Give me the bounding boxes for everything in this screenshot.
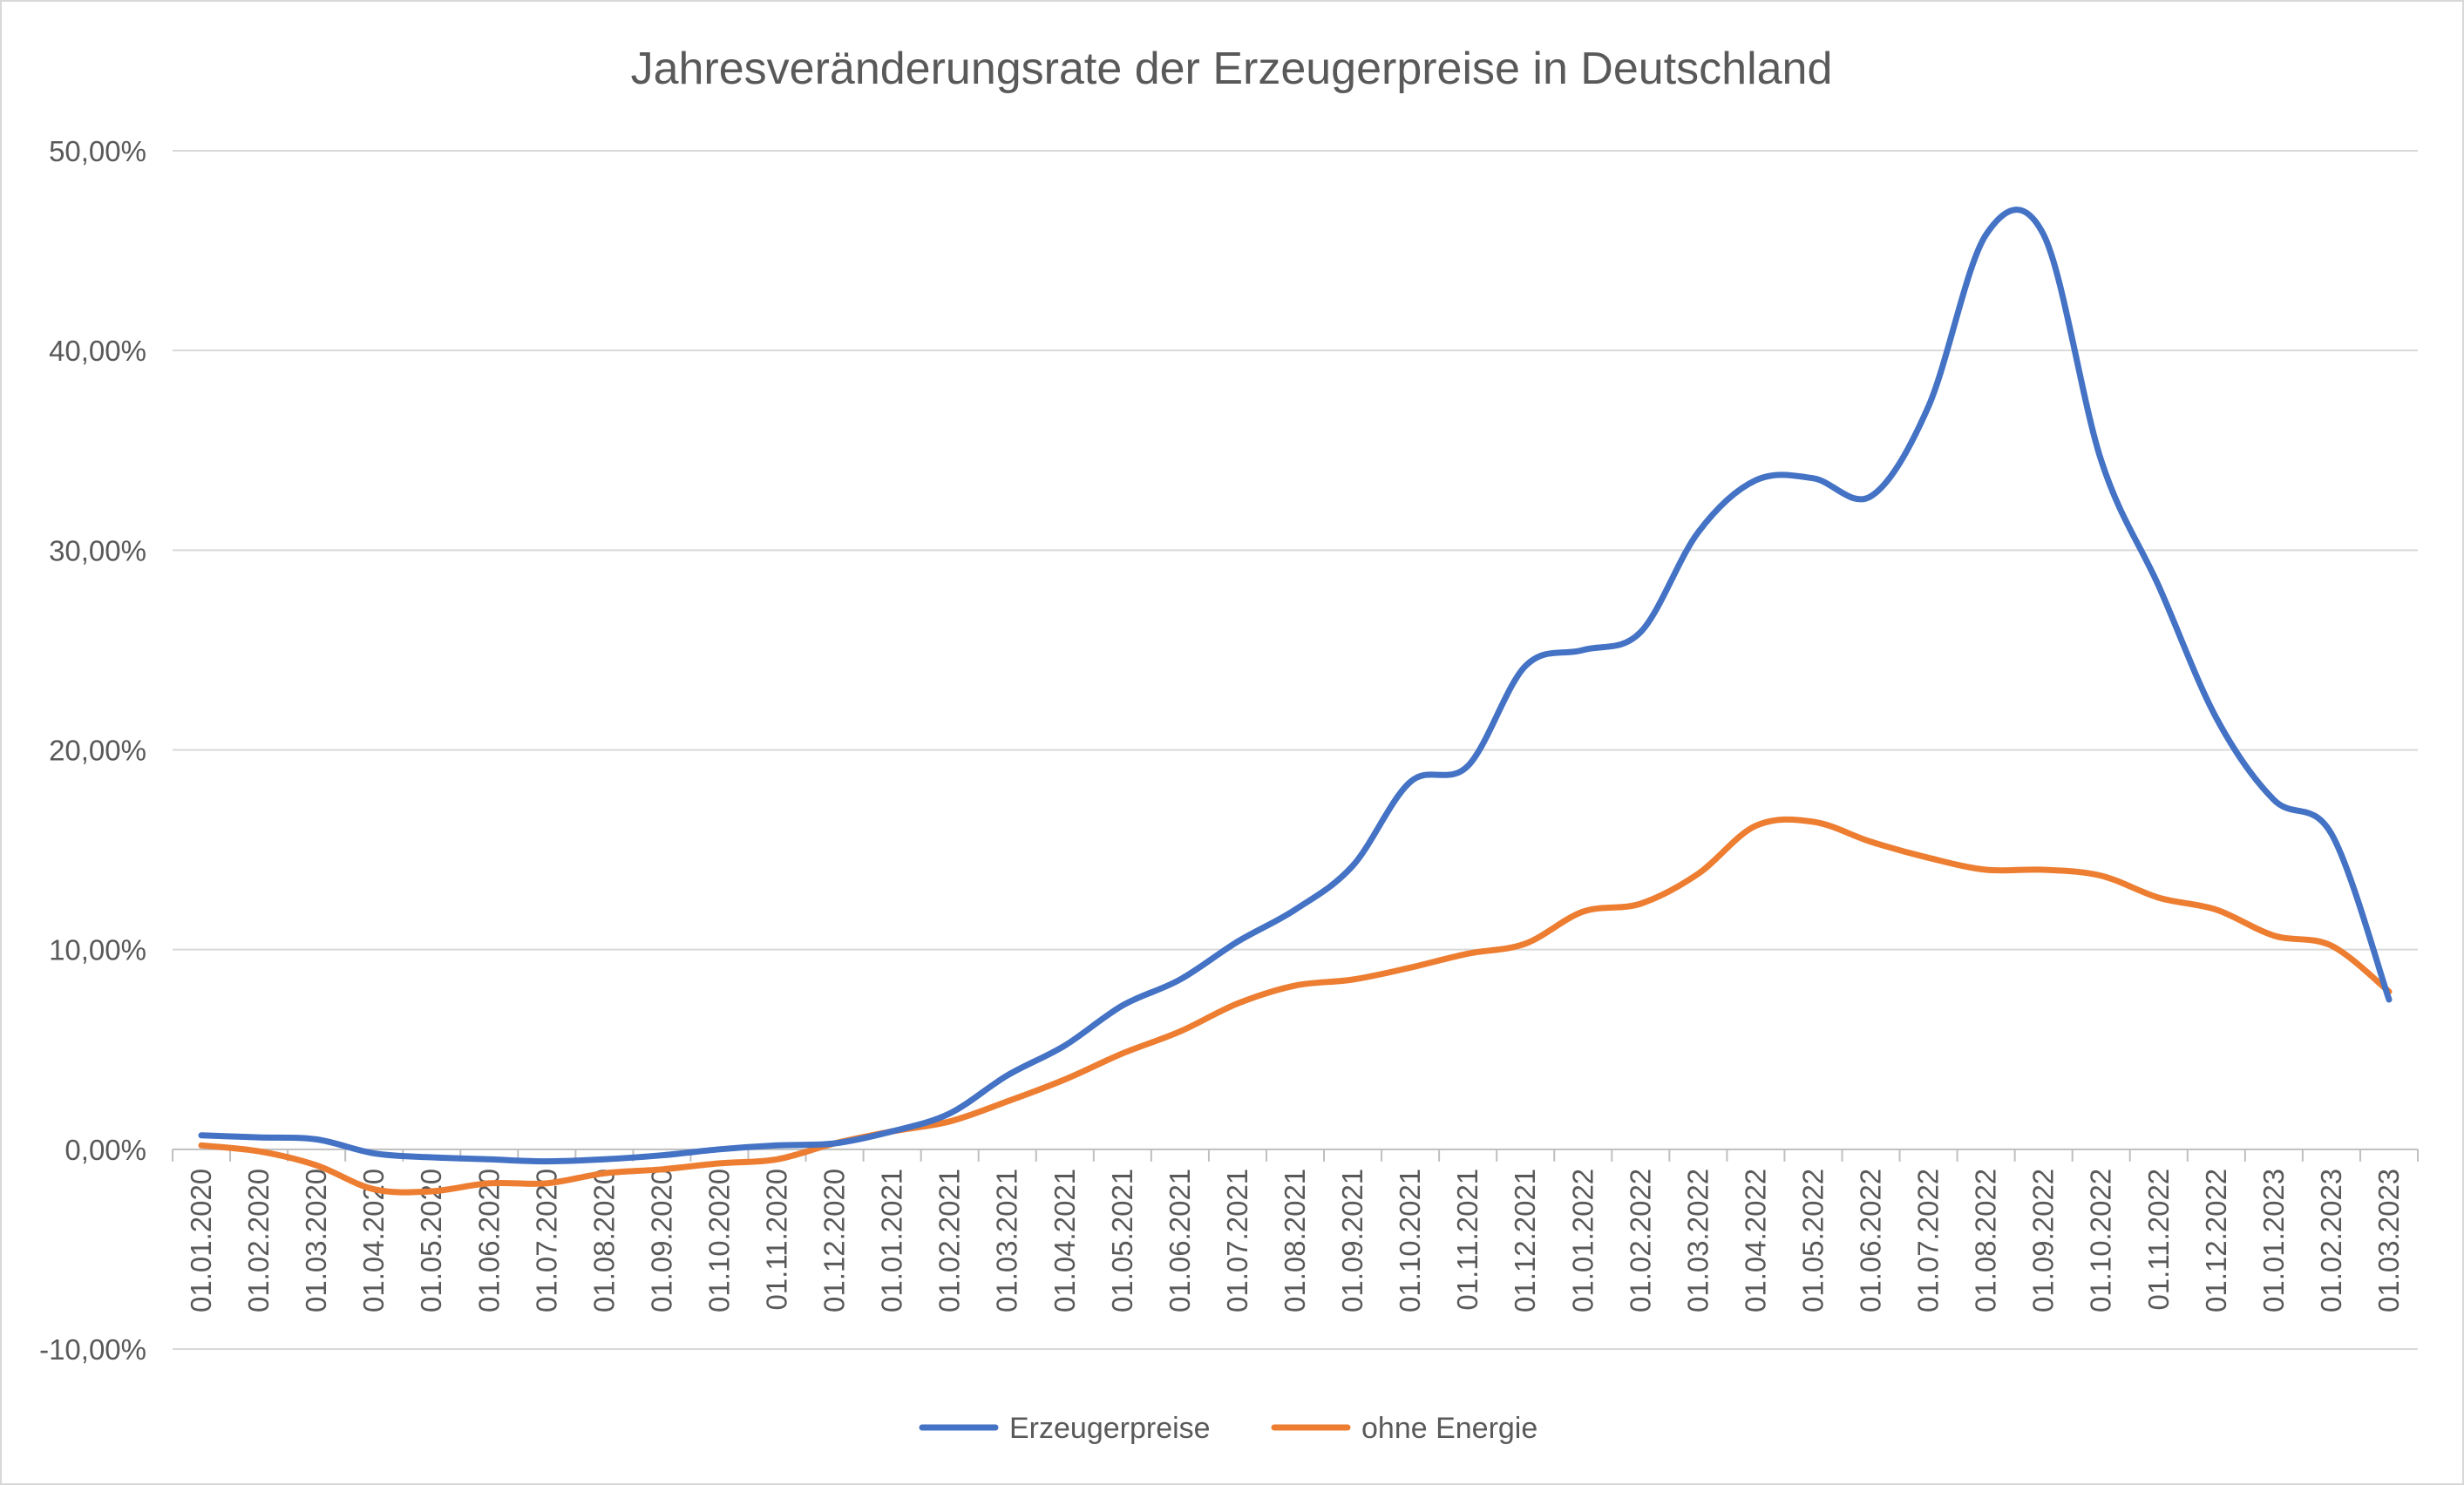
legend: Erzeugerpreise ohne Energie	[919, 1412, 1537, 1445]
x-tick-label: 01.03.2023	[2372, 1169, 2405, 1312]
x-tick-label: 01.08.2021	[1279, 1169, 1311, 1312]
x-tick-label: 01.01.2021	[876, 1169, 908, 1312]
x-tick-label: 01.10.2022	[2085, 1169, 2117, 1312]
x-tick-label: 01.03.2020	[300, 1169, 332, 1312]
x-tick-label: 01.09.2021	[1336, 1169, 1368, 1312]
x-tick-label: 01.03.2021	[991, 1169, 1023, 1312]
y-tick-label: -10,00%	[39, 1333, 146, 1366]
x-tick-label: 01.12.2022	[2200, 1169, 2232, 1312]
x-tick-label: 01.09.2022	[2027, 1169, 2060, 1312]
x-tick-label: 01.12.2020	[818, 1169, 851, 1312]
x-tick-label: 01.06.2022	[1855, 1169, 1887, 1312]
x-tick-label: 01.09.2020	[645, 1169, 677, 1312]
x-tick-label: 01.08.2022	[1970, 1169, 2002, 1312]
series-line-ohne-energie	[198, 816, 2393, 1196]
y-tick-label: 50,00%	[49, 135, 146, 167]
x-tick-label: 01.06.2020	[472, 1169, 505, 1312]
x-tick-label: 01.06.2021	[1164, 1169, 1196, 1312]
y-tick-label: 30,00%	[49, 534, 146, 566]
x-axis: 01.01.2020 01.02.2020 01.03.2020 01.04.2020…	[172, 1148, 2419, 1312]
x-tick-label: 01.01.2023	[2257, 1169, 2290, 1312]
x-tick-label: 01.02.2022	[1624, 1169, 1656, 1312]
gridlines	[173, 150, 2418, 1350]
x-tick-label: 01.08.2020	[587, 1169, 620, 1312]
y-tick-label: 40,00%	[49, 335, 146, 367]
x-tick-label: 01.07.2022	[1912, 1169, 1945, 1312]
x-tick-label: 01.11.2022	[2142, 1169, 2175, 1311]
legend-label-ohne-energie: ohne Energie	[1361, 1412, 1537, 1445]
x-tick-label: 01.04.2021	[1049, 1169, 1081, 1312]
x-tick-label: 01.01.2022	[1566, 1169, 1599, 1312]
y-tick-label: 0,00%	[64, 1134, 146, 1166]
x-tick-label: 01.02.2021	[933, 1169, 966, 1312]
x-tick-label: 01.02.2023	[2315, 1169, 2347, 1312]
x-tick-label: 01.04.2022	[1739, 1169, 1771, 1312]
y-axis-tick-labels: -10,00% 0,00% 10,00% 20,00% 30,00% 40,00% 50,0…	[39, 135, 146, 1366]
series-line-erzeugerpreise	[198, 207, 2393, 1165]
x-tick-label: 01.11.2021	[1451, 1169, 1483, 1311]
x-tick-label: 01.11.2020	[761, 1169, 793, 1311]
y-tick-label: 20,00%	[49, 735, 146, 767]
x-tick-label: 01.07.2021	[1221, 1169, 1253, 1312]
x-tick-label: 01.07.2020	[530, 1169, 562, 1312]
x-tick-label: 01.05.2021	[1106, 1169, 1138, 1312]
x-tick-label: 01.03.2022	[1681, 1169, 1714, 1312]
chart-title: Jahresveränderungsrate der Erzeugerpreis…	[631, 44, 1833, 94]
x-tick-label: 01.02.2020	[242, 1169, 275, 1312]
x-tick-label: 01.10.2020	[703, 1169, 735, 1312]
x-tick-label: 01.10.2021	[1394, 1169, 1426, 1312]
series-lines	[198, 207, 2393, 1196]
x-tick-label: 01.12.2021	[1509, 1169, 1541, 1312]
x-tick-label: 01.05.2022	[1796, 1169, 1829, 1312]
legend-label-erzeugerpreise: Erzeugerpreise	[1009, 1412, 1211, 1445]
x-tick-label: 01.01.2020	[185, 1169, 217, 1312]
y-tick-label: 10,00%	[49, 934, 146, 966]
